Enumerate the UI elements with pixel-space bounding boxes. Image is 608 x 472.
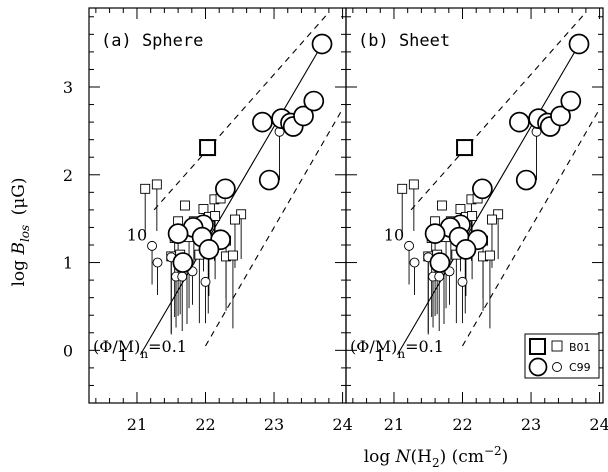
c99-point-large — [293, 105, 314, 127]
legend-label: C99 — [569, 361, 591, 374]
c99-point-large — [172, 252, 194, 273]
c99-point-large — [198, 239, 220, 260]
b01-point — [199, 139, 217, 157]
b01-point — [227, 250, 238, 261]
c99-point-small — [404, 240, 415, 251]
b01-point — [493, 209, 504, 220]
c99-point-large — [515, 169, 537, 191]
y-axis-title: log Blos (μG) — [9, 177, 34, 286]
reference-line-dashed — [205, 108, 344, 347]
b01-point — [455, 204, 466, 214]
b01-point — [179, 200, 190, 211]
c99-point-large — [252, 111, 273, 133]
x-tick-label: 22 — [195, 415, 215, 434]
b01-point — [484, 250, 495, 261]
c99-point-large — [472, 178, 493, 200]
legend-marker-small — [552, 362, 562, 372]
c99-point-small — [434, 271, 445, 282]
c99-point-large — [311, 33, 333, 55]
line-label-10: 10 — [384, 226, 404, 245]
legend-marker-large — [529, 338, 546, 355]
c99-point-large — [424, 223, 446, 244]
line-label-1: 1 — [375, 346, 385, 365]
b01-point — [198, 204, 209, 214]
c99-point-large — [550, 105, 571, 127]
line-label-10: 10 — [127, 226, 147, 245]
c99-point-large — [568, 33, 590, 55]
y-tick-label: 0 — [63, 341, 73, 360]
legend-marker-small — [551, 340, 563, 352]
b01-point — [210, 211, 221, 221]
y-tick-label: 3 — [63, 78, 73, 97]
legend-label: B01 — [569, 341, 591, 354]
panel-label: (a) Sphere — [101, 31, 203, 51]
x-tick-label: 24 — [332, 415, 352, 434]
b01-point — [140, 183, 151, 194]
b01-point — [487, 214, 497, 225]
y-tick-label: 2 — [63, 166, 73, 185]
c99-point-small — [152, 257, 163, 268]
legend: B01 C99 — [524, 333, 600, 379]
line-label-1: 1 — [118, 346, 128, 365]
reference-line-dashed — [462, 108, 601, 347]
panel-sheet: 21 22 23 24 (b) Sheet 10 1(Φ/M)n=0.1 B01 C99 — [345, 7, 608, 434]
c99-point-small — [200, 276, 211, 287]
c99-point-large — [455, 239, 477, 260]
b01-point — [456, 139, 474, 157]
c99-point-large — [215, 178, 236, 200]
x-tick-label: 22 — [452, 415, 472, 434]
b01-point — [397, 183, 408, 194]
c99-point-large — [509, 111, 530, 133]
b01-point — [151, 179, 162, 190]
b01-point — [408, 179, 419, 190]
b01-point — [467, 211, 478, 221]
c99-point-large — [560, 90, 582, 112]
c99-point-large — [303, 90, 325, 112]
legend-marker-large — [528, 357, 548, 377]
c99-point-small — [409, 257, 420, 268]
b01-point — [230, 214, 240, 225]
x-tick-label: 24 — [589, 415, 608, 434]
x-tick-label: 23 — [521, 415, 541, 434]
c99-point-large — [167, 223, 189, 244]
c99-point-small — [147, 240, 158, 251]
x-tick-label: 21 — [384, 415, 404, 434]
x-axis-title: log N(H2) (cm−2) — [364, 444, 509, 470]
panel-label: (b) Sheet — [358, 31, 450, 51]
b01-point — [236, 209, 247, 220]
plot-frame — [345, 7, 604, 404]
b01-point — [436, 200, 447, 211]
ratio-label: (Φ/M)n=0.1 — [93, 337, 187, 361]
c99-point-large — [429, 252, 451, 273]
x-tick-label: 23 — [264, 415, 284, 434]
x-tick-label: 21 — [127, 415, 147, 434]
c99-point-small — [177, 271, 188, 282]
ratio-label: (Φ/M)n=0.1 — [350, 337, 444, 361]
c99-point-large — [258, 169, 280, 191]
y-tick-label: 1 — [63, 254, 73, 273]
c99-point-small — [457, 276, 468, 287]
